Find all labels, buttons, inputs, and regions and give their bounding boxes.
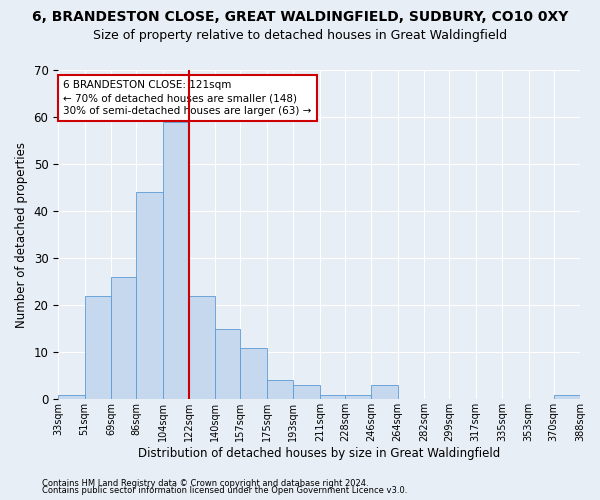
Bar (58, 394, 85, 400)
Y-axis label: Number of detached properties: Number of detached properties (15, 142, 28, 328)
Text: 6 BRANDESTON CLOSE: 121sqm
← 70% of detached houses are smaller (148)
30% of sem: 6 BRANDESTON CLOSE: 121sqm ← 70% of deta… (64, 80, 312, 116)
Bar (241, 348, 267, 400)
Bar (371, 385, 398, 400)
Bar (163, 122, 189, 400)
Text: Contains HM Land Registry data © Crown copyright and database right 2024.: Contains HM Land Registry data © Crown c… (42, 478, 368, 488)
Bar (267, 380, 293, 400)
Bar (293, 385, 320, 400)
Bar (345, 394, 371, 400)
Text: Contains public sector information licensed under the Open Government Licence v3: Contains public sector information licen… (42, 486, 407, 495)
Text: Size of property relative to detached houses in Great Waldingfield: Size of property relative to detached ho… (93, 29, 507, 42)
Bar (215, 328, 241, 400)
Bar (554, 394, 580, 400)
X-axis label: Distribution of detached houses by size in Great Waldingfield: Distribution of detached houses by size … (138, 447, 500, 460)
Bar (111, 277, 136, 400)
Text: 6, BRANDESTON CLOSE, GREAT WALDINGFIELD, SUDBURY, CO10 0XY: 6, BRANDESTON CLOSE, GREAT WALDINGFIELD,… (32, 10, 568, 24)
Bar (320, 394, 345, 400)
Bar (189, 296, 215, 400)
Bar (136, 192, 163, 400)
Bar (85, 296, 111, 400)
